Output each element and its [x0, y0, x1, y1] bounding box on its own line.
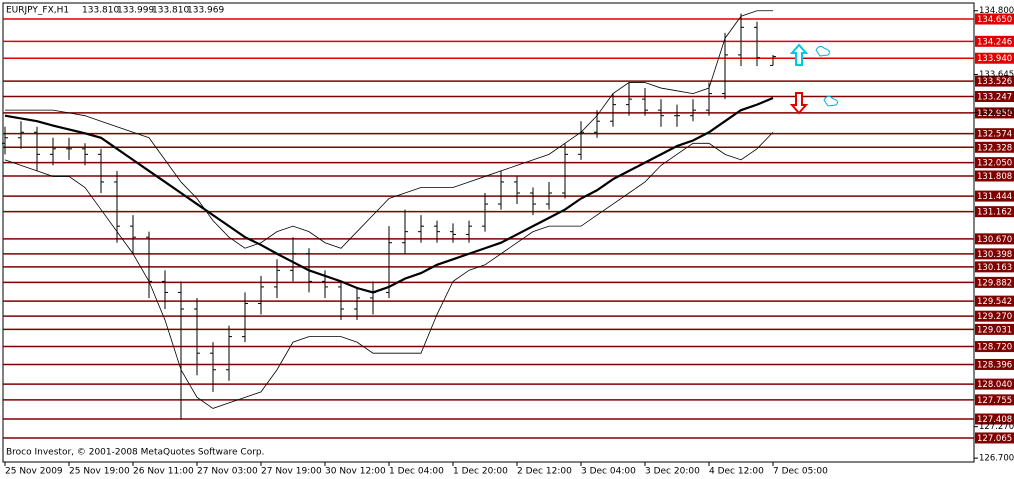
info-value: 133.810: [82, 6, 119, 16]
level-label: 131.162: [977, 208, 1012, 218]
plot: [2, 10, 974, 439]
level-label: 127.755: [977, 396, 1012, 406]
level-label: 130.398: [977, 250, 1012, 260]
sell-arrow: [789, 92, 838, 115]
level-label: 128.040: [977, 380, 1012, 390]
buy-arrow: [789, 43, 830, 66]
level-label-box: [975, 141, 1014, 153]
level-label-box: [975, 276, 1014, 288]
level-label: 130.670: [977, 235, 1012, 245]
level-label: 132.950: [977, 109, 1012, 119]
level-label: 128.720: [977, 343, 1012, 353]
level-label: 133.247: [977, 93, 1012, 103]
x-tick-label: 1 Dec 04:00: [389, 467, 444, 477]
level-label: 132.050: [977, 159, 1012, 169]
level-label: 134.650: [977, 15, 1012, 25]
level-label-box: [975, 206, 1014, 218]
level-label: 127.408: [977, 415, 1012, 425]
x-tick-label: 27 Nov 19:00: [261, 467, 322, 477]
level-label: 129.031: [977, 325, 1012, 335]
level-label: 130.163: [977, 263, 1012, 273]
info-value: 133.810: [152, 6, 189, 16]
info-value: 133.969: [187, 6, 224, 16]
level-label-box: [975, 13, 1014, 25]
y-tick-label: 133.645: [979, 70, 1014, 80]
level-label: 129.542: [977, 297, 1012, 307]
y-tick-label: 126.700: [979, 454, 1014, 464]
copyright: Broco Investor, © 2001-2008 MetaQuotes S…: [6, 448, 265, 458]
x-tick-label: 1 Dec 20:00: [453, 467, 508, 477]
y-tick-label: 134.800: [979, 6, 1014, 16]
level-label-box: [975, 341, 1014, 353]
indicator-line: [5, 10, 773, 249]
hand-icon: [815, 45, 830, 57]
level-label: 134.246: [977, 37, 1012, 47]
hand-icon: [823, 95, 838, 107]
level-label-box: [975, 323, 1014, 335]
level-label: 131.808: [977, 172, 1012, 182]
plot-frame: [2, 2, 975, 463]
info-value: 133.999: [117, 6, 154, 16]
level-label-box: [975, 170, 1014, 182]
level-label-box: [975, 358, 1014, 370]
x-tick-label: 25 Nov 19:00: [69, 467, 130, 477]
x-tick-label: 27 Nov 03:00: [197, 467, 258, 477]
level-label: 131.444: [977, 192, 1012, 202]
level-label-box: [975, 35, 1014, 47]
level-label-box: [975, 233, 1014, 245]
symbol-title: EURJPY_FX,H1: [6, 6, 69, 16]
x-tick-label: 2 Dec 12:00: [517, 467, 572, 477]
level-label: 132.574: [977, 130, 1012, 140]
level-label-box: [975, 128, 1014, 140]
x-tick-label: 4 Dec 12:00: [709, 467, 764, 477]
level-label-box: [975, 91, 1014, 103]
level-label-box: [975, 378, 1014, 390]
level-label: 128.396: [977, 360, 1012, 370]
x-tick-label: 7 Dec 05:00: [773, 467, 828, 477]
down-arrow: [789, 92, 809, 115]
level-label-box: [975, 75, 1014, 87]
level-label: 129.270: [977, 312, 1012, 322]
level-label-box: [975, 432, 1014, 444]
level-label-box: [975, 52, 1014, 64]
level-label: 129.882: [977, 278, 1012, 288]
level-label: 132.328: [977, 143, 1012, 153]
y-tick-label: 127.270: [979, 422, 1014, 432]
up-arrow: [789, 43, 809, 66]
x-tick-label: 30 Nov 12:00: [325, 467, 386, 477]
level-label-box: [975, 394, 1014, 406]
level-label-box: [975, 190, 1014, 202]
x-tick-label: 26 Nov 11:00: [133, 467, 194, 477]
level-label-box: [975, 295, 1014, 307]
level-label-box: [975, 248, 1014, 260]
level-label: 127.065: [977, 434, 1012, 444]
x-tick-label: 3 Dec 04:00: [581, 467, 636, 477]
x-tick-label: 3 Dec 20:00: [645, 467, 700, 477]
level-label-box: [975, 310, 1014, 322]
level-label-box: [975, 107, 1014, 119]
x-tick-label: 25 Nov 2009: [5, 467, 63, 477]
level-label: 133.940: [977, 54, 1012, 64]
level-label: 133.526: [977, 77, 1012, 87]
level-label-box: [975, 261, 1014, 273]
level-label-box: [975, 157, 1014, 169]
level-label-box: [975, 413, 1014, 425]
y-tick-label: 132.955: [979, 108, 1014, 118]
header: EURJPY_FX,H1 133.810 133.999 133.810 133…: [6, 6, 224, 16]
